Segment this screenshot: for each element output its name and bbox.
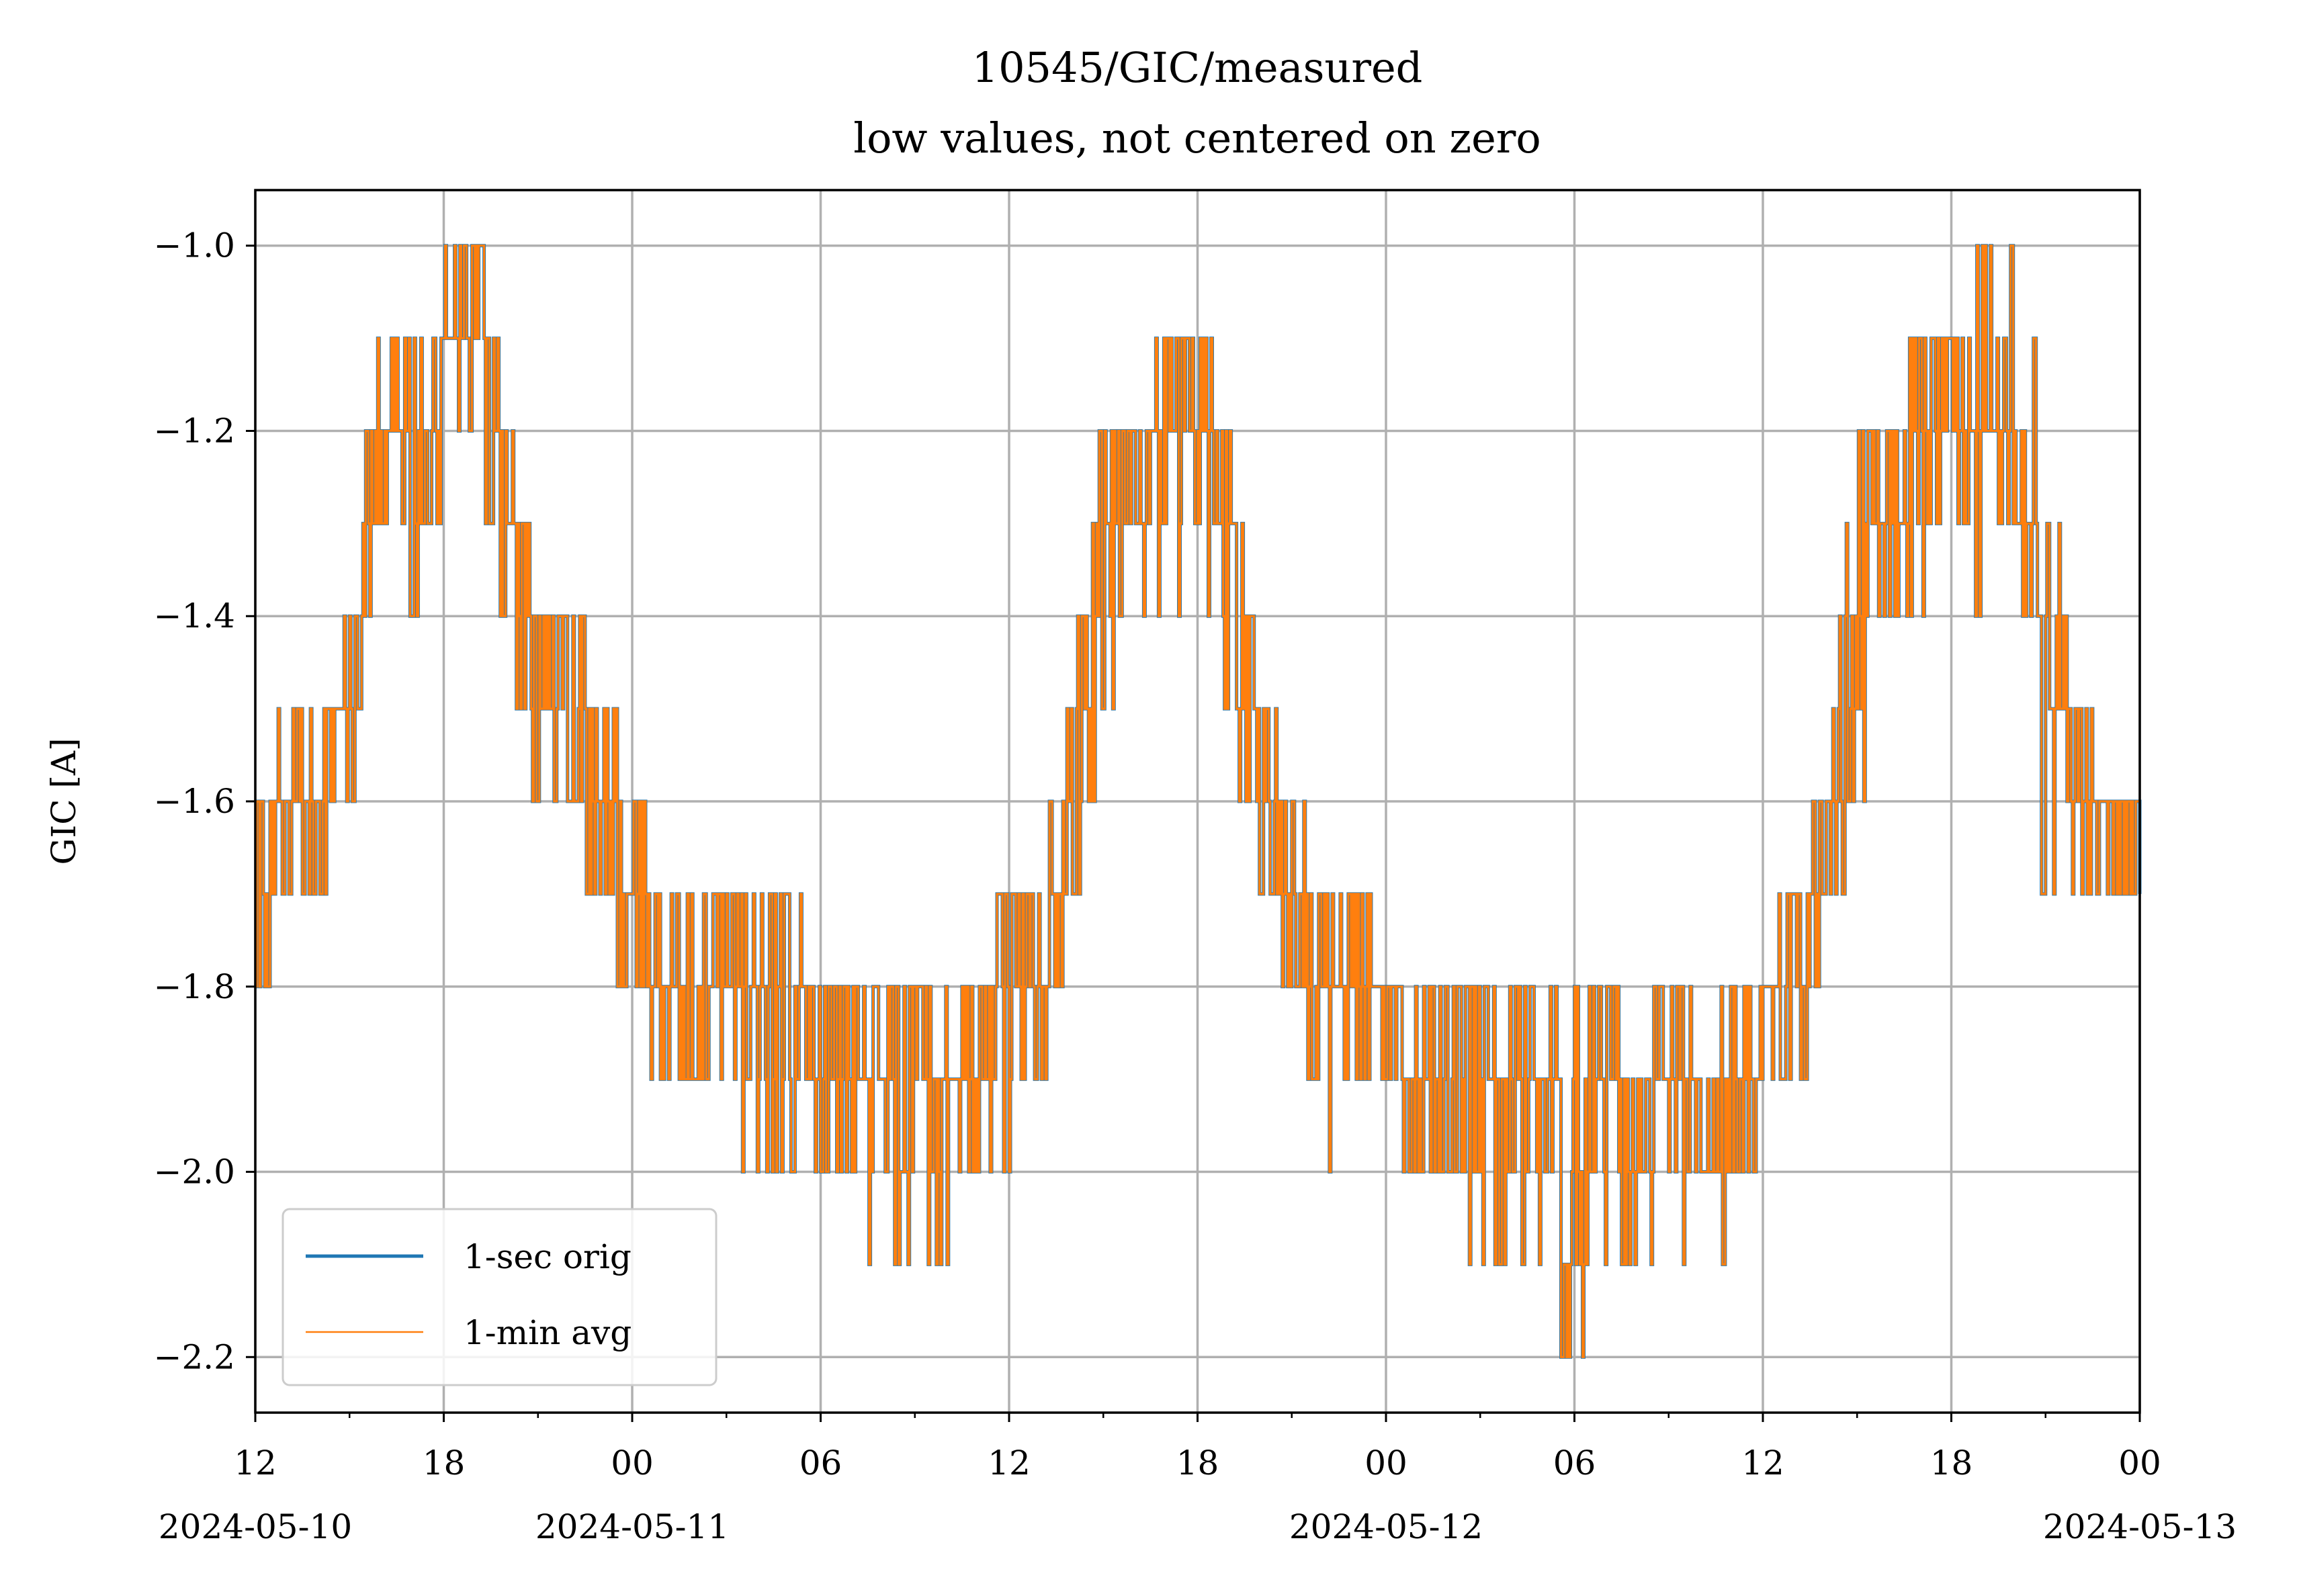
x-tick-label: 18 (1930, 1444, 1973, 1482)
x-tick-label: 00 (2118, 1444, 2161, 1482)
x-tick-date-label: 2024-05-12 (1289, 1507, 1483, 1546)
x-tick-label: 12 (234, 1444, 277, 1482)
y-tick-label: −1.6 (154, 782, 235, 821)
y-tick-label: −2.0 (154, 1153, 235, 1192)
series-line-1-min-avg (255, 245, 2141, 1358)
y-tick-label: −1.8 (154, 967, 235, 1006)
x-tick-label: 06 (1553, 1444, 1596, 1482)
plot-series (255, 244, 2142, 1359)
y-tick-label: −1.4 (154, 596, 235, 635)
x-tick-date-label: 2024-05-11 (535, 1507, 729, 1546)
chart-subtitle: low values, not centered on zero (853, 114, 1541, 163)
x-tick-label: 12 (1741, 1444, 1784, 1482)
axis-ticks: −1.0 −1.2 −1.4 −1.6 −1.8 −2.0 −2.2 12 2024-05-10… (154, 226, 2237, 1546)
y-axis-label: GIC [A] (44, 738, 83, 865)
legend-box (281, 1208, 718, 1386)
chart-title: 10545/GIC/measured (972, 43, 1423, 92)
x-tick-label: 06 (799, 1444, 842, 1482)
y-tick-label: −1.0 (154, 226, 235, 265)
legend-label-orig: 1-sec orig (464, 1237, 632, 1276)
legend: 1-sec orig 1-min avg (281, 1208, 718, 1386)
x-tick-label: 18 (1176, 1444, 1219, 1482)
x-tick-label: 12 (988, 1444, 1031, 1482)
y-tick-label: −2.2 (154, 1337, 235, 1376)
y-tick-label: −1.2 (154, 411, 235, 450)
x-tick-label: 00 (1364, 1444, 1407, 1482)
x-tick-label: 18 (423, 1444, 466, 1482)
legend-label-avg: 1-min avg (464, 1313, 632, 1352)
x-tick-date-label: 2024-05-10 (159, 1507, 352, 1546)
x-tick-date-label: 2024-05-13 (2043, 1507, 2237, 1546)
x-tick-label: 00 (611, 1444, 654, 1482)
